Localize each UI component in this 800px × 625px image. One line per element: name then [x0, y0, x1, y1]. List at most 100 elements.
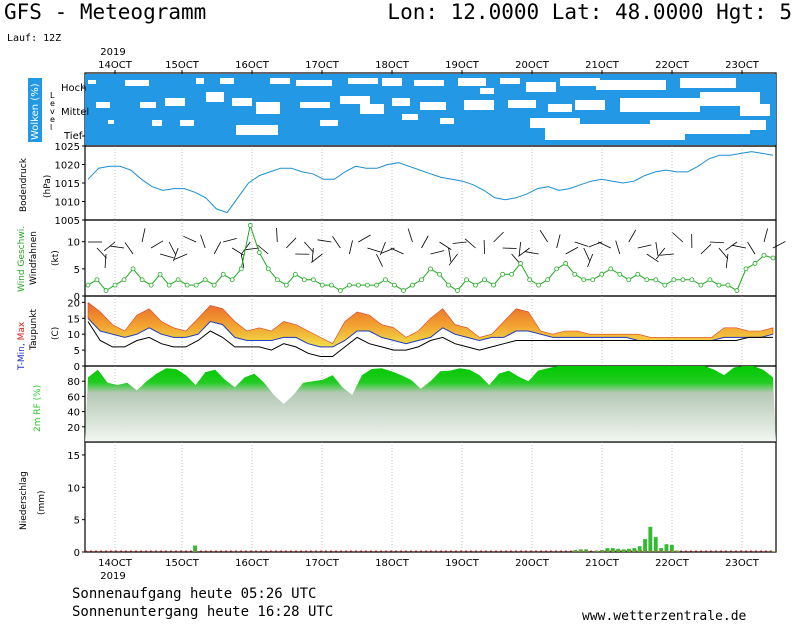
wind-barb	[587, 253, 594, 268]
wind-point	[617, 271, 623, 277]
wind-barb	[598, 241, 611, 249]
humidity-area	[85, 366, 776, 442]
date-tick-bottom: 18OCT	[375, 558, 410, 569]
date-tick-bottom: 21OCT	[585, 558, 620, 569]
wind-point	[644, 277, 650, 283]
year-bottom: 2019	[100, 571, 125, 582]
wind-point	[698, 282, 704, 288]
clear-sky-patch	[414, 80, 444, 86]
precip-bar	[637, 546, 642, 552]
date-tick-top: 15OCT	[165, 60, 200, 71]
wind-barb	[518, 241, 522, 256]
date-tick-top: 16OCT	[235, 60, 270, 71]
wind-point	[355, 282, 361, 288]
date-tick-bottom: 22OCT	[655, 558, 690, 569]
level-label-char: L	[50, 91, 55, 100]
precip-axis-title: Niederschlag	[19, 471, 29, 530]
wind-barb	[448, 253, 458, 266]
wind-barb	[524, 251, 539, 255]
wind-point	[401, 288, 406, 293]
wind-axis-subtitle: Windfahnen	[29, 231, 39, 285]
precip-axis-unit: (mm)	[37, 490, 47, 515]
wind-barb	[615, 240, 621, 255]
date-tick-top: 22OCT	[655, 60, 690, 71]
wind-barb	[628, 229, 637, 243]
wind-point	[374, 282, 379, 288]
clear-sky-patch	[716, 120, 766, 130]
wind-point	[437, 271, 442, 277]
wind-barb	[304, 241, 314, 253]
y-tick-label: 20	[67, 423, 80, 434]
clear-sky-patch	[270, 78, 290, 84]
wind-barb	[141, 228, 146, 243]
wind-barb	[439, 241, 452, 250]
clear-sky-patch	[740, 104, 770, 116]
wind-barb	[448, 247, 452, 262]
wind-point	[464, 277, 469, 283]
wind-barb	[421, 235, 429, 249]
wind-point	[256, 250, 262, 255]
wind-point	[482, 277, 487, 283]
pressure-axis-title: Bodendruck	[19, 157, 29, 212]
y-tick-label: 1020	[55, 161, 80, 172]
clear-sky-patch	[508, 100, 536, 108]
wind-point	[473, 282, 478, 288]
y-tick-label: 1010	[55, 198, 80, 209]
date-tick-top: 20OCT	[515, 60, 550, 71]
wind-barb	[646, 253, 659, 263]
clear-sky-patch	[196, 78, 204, 84]
wind-barb	[213, 241, 222, 255]
y-tick-label: 80	[67, 377, 80, 388]
clear-sky-patch	[402, 114, 418, 120]
date-tick-bottom: 23OCT	[725, 558, 760, 569]
wind-barb	[556, 234, 561, 249]
wind-point	[707, 277, 713, 283]
wind-barb	[539, 230, 549, 243]
temperature-axis-unit: (C)	[51, 327, 61, 340]
wind-point	[211, 282, 217, 288]
wind-point	[103, 288, 109, 293]
y-tick-label: 0	[74, 362, 80, 373]
precip-bar	[653, 537, 658, 552]
precip-bar	[659, 548, 664, 552]
wind-barb	[311, 253, 323, 263]
wind-barb	[172, 247, 179, 262]
wind-barb	[763, 228, 768, 243]
wind-point	[563, 261, 569, 266]
website-credit: www.wetterzentrale.de	[582, 609, 747, 624]
clear-sky-patch	[320, 120, 338, 126]
wind-barb	[231, 247, 245, 256]
wind-point	[635, 271, 641, 277]
clear-sky-patch	[108, 120, 114, 124]
wind-point	[626, 277, 632, 283]
y-tick-label: 1025	[55, 142, 80, 153]
clear-sky-patch	[620, 98, 700, 112]
level-label-char: e	[50, 99, 55, 108]
clear-sky-patch	[680, 78, 736, 88]
precip-bar	[669, 544, 674, 552]
wind-point	[770, 255, 776, 261]
clear-sky-patch	[256, 102, 280, 114]
precipitation-panel: 0 5 10 15 Niederschlag (mm)	[19, 441, 777, 559]
wind-point	[301, 277, 307, 283]
date-tick-bottom: 16OCT	[235, 558, 270, 569]
wind-point	[554, 266, 560, 272]
wind-point	[392, 282, 397, 288]
wind-barb	[672, 232, 684, 243]
wind-point	[734, 288, 740, 293]
clear-sky-patch	[206, 92, 224, 102]
precip-bar	[600, 550, 605, 552]
wind-point	[238, 266, 244, 272]
wind-barb	[452, 241, 467, 244]
press-frame	[84, 145, 777, 221]
wind-barb	[286, 237, 297, 249]
wind-point	[166, 282, 172, 288]
wind-point	[328, 282, 334, 288]
y-tick-label: 60	[67, 392, 80, 403]
clear-sky-patch	[125, 80, 149, 86]
pressure-line	[87, 151, 774, 214]
wind-barb	[110, 245, 125, 249]
y-tick-label: 1005	[55, 216, 80, 227]
temperature-panel: 0 5 10 15 20 T-Min, Max Taupunkt (C)	[17, 295, 777, 373]
wind-barb	[332, 236, 341, 249]
